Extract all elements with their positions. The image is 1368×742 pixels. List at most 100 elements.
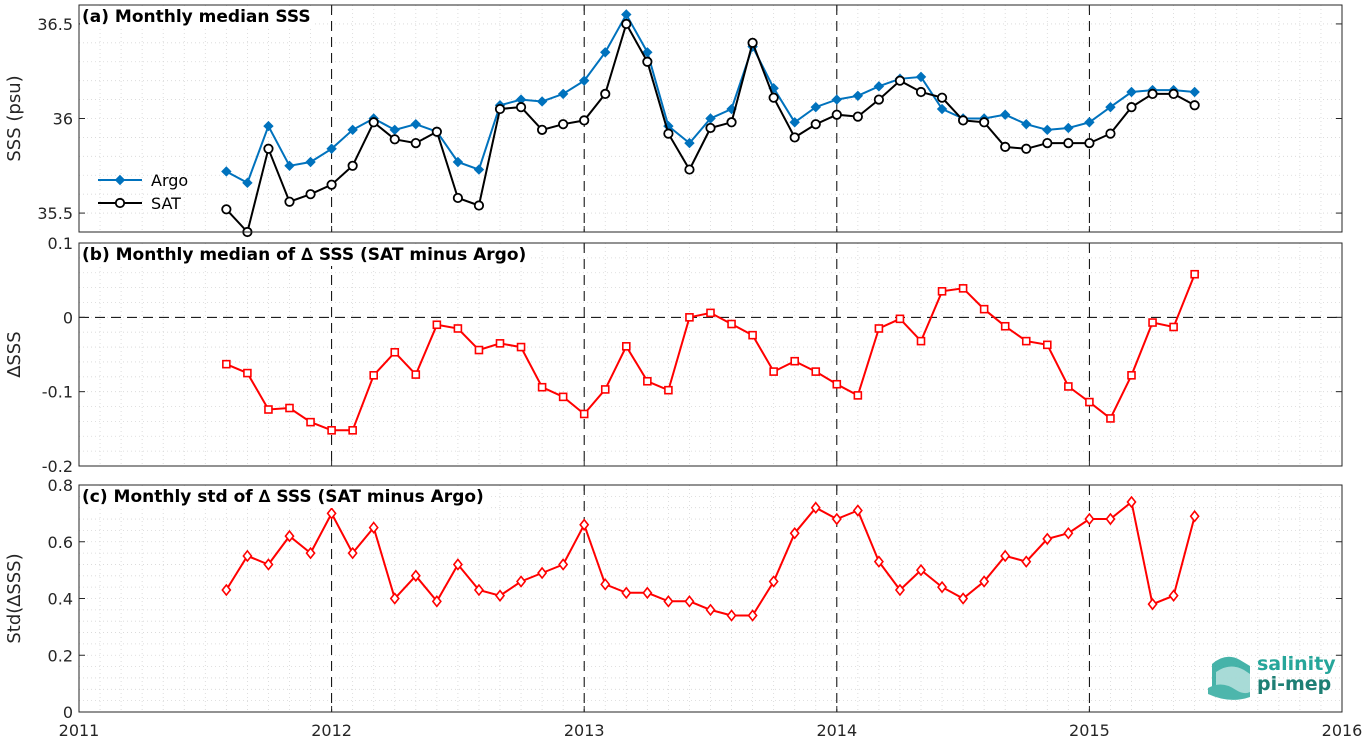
legend-item-sat: SAT (98, 194, 181, 213)
data-point (642, 56, 653, 67)
data-point (1043, 340, 1052, 350)
y-tick-label: 0.1 (48, 234, 73, 253)
data-point (1190, 269, 1199, 279)
y-tick-label: 0.8 (48, 476, 73, 495)
data-point (537, 566, 548, 580)
x-tick-label: 2012 (311, 721, 352, 738)
data-point (264, 405, 273, 414)
grid (79, 5, 1342, 232)
legend-item-argo: Argo (98, 171, 188, 190)
data-point (473, 164, 485, 175)
panel-3: 0 0.2 0.4 0.6 0.8 2011 2012 2013 2014 2015 2016 Std… (4, 476, 1362, 740)
data-point (1021, 118, 1032, 130)
y-axis-label: Std(∆SSS) (4, 553, 25, 643)
data-point (516, 575, 527, 588)
data-point (368, 117, 379, 128)
data-point (958, 284, 968, 293)
data-point (516, 342, 526, 352)
data-point (390, 347, 400, 357)
data-point (1042, 137, 1053, 149)
data-point (1147, 88, 1158, 100)
legend-marker (114, 174, 126, 186)
y-axis-label: ∆SSS (4, 331, 25, 378)
data-point (494, 103, 506, 115)
data-point (221, 166, 232, 177)
data-point (874, 324, 884, 333)
data-point (747, 609, 758, 622)
data-point (326, 507, 337, 520)
data-point (348, 426, 357, 435)
data-point (452, 558, 463, 571)
data-point (831, 94, 843, 105)
logo-text-line1: salinity (1257, 653, 1336, 675)
panel-title: (c) Monthly std of ∆ SSS (SAT minus Argo… (82, 487, 484, 507)
data-point (473, 200, 485, 211)
data-point (579, 409, 589, 419)
data-point (515, 102, 527, 113)
data-point (664, 385, 673, 395)
data-point (789, 117, 800, 128)
data-point (1000, 549, 1011, 563)
data-point (894, 75, 906, 86)
data-point (873, 94, 885, 105)
data-point (600, 88, 611, 100)
data-point (748, 330, 757, 340)
data-point (1042, 124, 1053, 136)
x-tick-label: 2015 (1069, 721, 1110, 738)
data-point (1063, 122, 1074, 134)
data-point (1126, 102, 1137, 113)
logo-wave-icon (1208, 684, 1250, 700)
data-point (747, 37, 758, 48)
y-tick-label: 36 (53, 110, 73, 129)
y-tick-label: -0.1 (42, 383, 73, 402)
data-point (706, 308, 715, 318)
data-point (642, 586, 653, 600)
data-point (221, 204, 232, 215)
y-tick-label: 0.2 (48, 646, 73, 665)
data-point (621, 586, 632, 600)
data-point (1084, 117, 1095, 128)
y-tick-label: 0 (63, 703, 73, 722)
data-point (1042, 532, 1053, 546)
data-point (284, 160, 295, 171)
legend: Argo SAT (98, 171, 188, 213)
data-point (1000, 141, 1011, 152)
data-point (389, 592, 400, 605)
data-point (727, 319, 736, 329)
data-point (1168, 589, 1179, 602)
data-point (536, 124, 548, 135)
data-point (684, 595, 695, 608)
data-point (600, 385, 610, 394)
data-point (1063, 137, 1074, 149)
data-point (684, 137, 695, 149)
data-point (411, 370, 421, 379)
data-point (222, 359, 231, 369)
data-point (242, 177, 253, 189)
data-point (389, 134, 400, 145)
data-point (937, 287, 947, 296)
data-point (1084, 512, 1095, 526)
data-point (726, 117, 737, 128)
data-point (1126, 86, 1137, 98)
data-point (243, 368, 252, 378)
ticks (79, 242, 1342, 467)
data-point (347, 160, 358, 171)
data-point (790, 356, 800, 366)
data-point (453, 324, 463, 333)
data-point (873, 555, 884, 568)
data-point (305, 156, 316, 168)
data-point (1085, 397, 1094, 407)
data-point (326, 179, 337, 190)
y-tick-label: -0.2 (42, 457, 73, 476)
data-point (915, 86, 927, 98)
data-point (957, 115, 969, 126)
data-point (284, 196, 295, 207)
plot-area (79, 243, 1342, 466)
data-point (557, 88, 569, 100)
data-point (368, 521, 379, 534)
data-point (305, 546, 316, 560)
y-tick-label: 0.4 (48, 590, 73, 609)
data-point (242, 549, 253, 563)
